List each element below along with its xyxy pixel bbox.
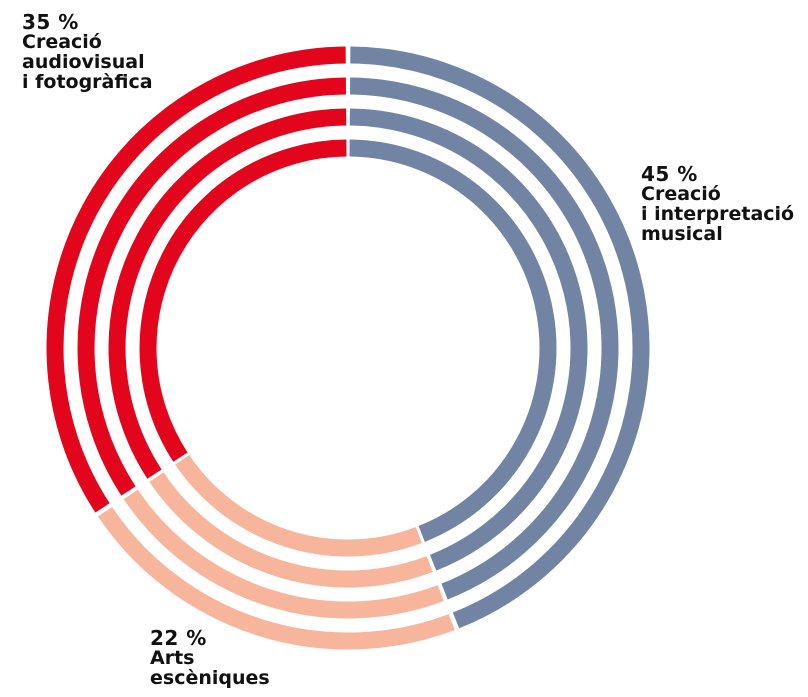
label-line: musical [641,223,723,245]
ring-2-segment-1 [349,77,619,600]
label-musical: 45 % Creació i interpretació musical [641,164,794,244]
ring-3-segment-3 [108,108,347,479]
ring-2-segment-3 [77,77,347,496]
ring-3-segment-1 [349,108,588,571]
label-arts: 22 % Arts escèniques [150,628,270,688]
ring-2-segment-2 [123,489,444,619]
ring-4-segment-2 [175,455,422,557]
ring-4-segment-1 [349,139,557,542]
label-line: i interpretació [641,203,795,225]
ring-3-segment-2 [149,472,433,588]
label-line: escèniques [150,667,270,689]
label-audiovisual: 35 % Creació audiovisual i fotogràfica [22,12,153,92]
value-label-musical: 45 % [641,162,698,186]
ring-1-segment-1 [350,46,650,629]
ring-1-segment-2 [97,507,455,650]
label-line: Creació [22,31,102,53]
ring-1-segment-3 [46,46,346,513]
label-line: audiovisual [22,51,145,73]
ring-4-segment-3 [139,139,347,462]
label-line: Creació [641,183,721,205]
label-line: i fotogràfica [22,71,153,93]
value-label-audiovisual: 35 % [22,10,79,34]
value-label-arts: 22 % [150,626,207,650]
label-line: Arts [150,647,195,669]
